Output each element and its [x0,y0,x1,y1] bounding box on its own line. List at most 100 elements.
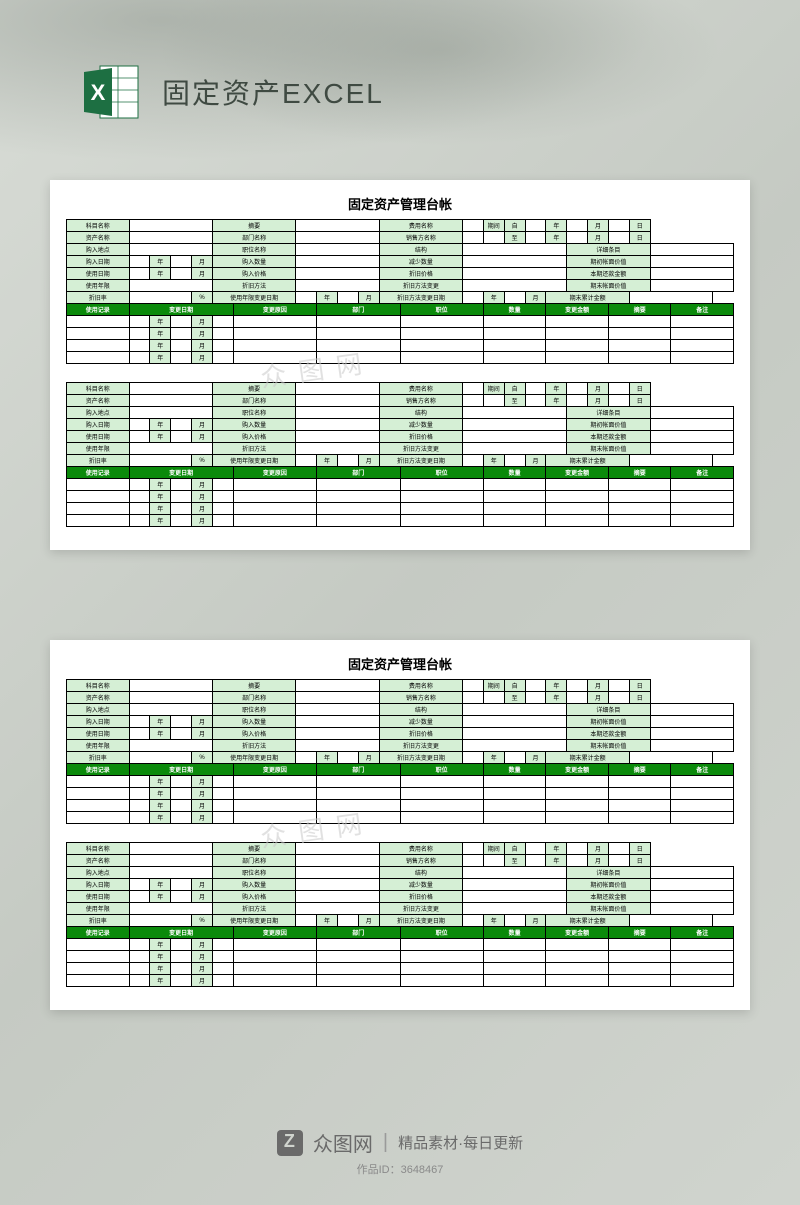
field-value [129,383,212,395]
field-value [129,515,150,527]
field-value [546,491,609,503]
field-value [129,867,212,879]
field-value [317,479,400,491]
field-value [525,692,546,704]
field-value [608,515,671,527]
field-value [296,431,379,443]
field-label: 月 [192,879,213,891]
field-label: 月 [525,752,546,764]
field-label: 月 [192,788,213,800]
field-value [525,395,546,407]
field-value [233,491,316,503]
field-value [129,800,150,812]
field-value [67,975,130,987]
field-value [296,728,379,740]
field-value [483,352,546,364]
field-value [67,812,130,824]
field-label: 年 [483,915,504,927]
field-value [317,939,400,951]
field-value [317,963,400,975]
field-label: 日 [629,232,650,244]
field-label: 月 [192,515,213,527]
field-value [400,800,483,812]
field-label: 折旧率 [67,455,130,467]
field-value [296,915,317,927]
field-value [483,232,504,244]
field-value [671,503,734,515]
field-value [129,256,150,268]
field-label: 年 [150,431,171,443]
field-label: 年 [546,843,567,855]
field-label: 销售方名称 [379,692,462,704]
field-label: 详细条目 [567,867,650,879]
field-value [171,788,192,800]
field-value [296,407,379,419]
field-label: 折旧方法变更 [379,903,462,915]
field-label: 期间 [483,383,504,395]
field-value [233,479,316,491]
field-value [67,515,130,527]
column-header: 使用记录 [67,764,130,776]
field-label: 日 [629,855,650,867]
field-value [212,963,233,975]
field-value [504,292,525,304]
column-header: 数量 [483,927,546,939]
field-value [650,280,733,292]
field-value [546,479,609,491]
field-value [129,328,150,340]
field-value [129,692,212,704]
field-value [67,788,130,800]
field-label: 折旧率 [67,915,130,927]
field-value [129,855,212,867]
field-value [317,975,400,987]
field-label: 期末帐面价值 [567,280,650,292]
field-value [608,680,629,692]
field-value [400,479,483,491]
field-label: 月 [192,800,213,812]
field-value [608,855,629,867]
field-value [317,340,400,352]
field-label: 科目名称 [67,843,130,855]
field-value [129,716,150,728]
field-value [463,268,567,280]
field-value [129,843,212,855]
field-label: 月 [588,395,609,407]
field-value [233,951,316,963]
field-value [317,776,400,788]
field-label: 使用日期 [67,891,130,903]
field-label: 月 [588,680,609,692]
field-value [546,340,609,352]
field-value [650,716,733,728]
field-value [171,800,192,812]
field-label: 月 [192,316,213,328]
field-value [212,800,233,812]
footer-logo-icon [277,1130,303,1156]
field-label: 年 [150,328,171,340]
field-value [608,776,671,788]
field-label: 结构 [379,407,462,419]
field-label: 减少数量 [379,879,462,891]
field-value [525,383,546,395]
column-header: 变更日期 [129,467,233,479]
field-value [546,328,609,340]
field-value [129,431,150,443]
field-value [671,951,734,963]
column-header: 部门 [317,304,400,316]
field-label: 部门名称 [212,232,295,244]
field-label: 职位名称 [212,244,295,256]
field-value [233,503,316,515]
field-value [67,328,130,340]
field-value [463,431,567,443]
field-value [212,776,233,788]
field-value [483,479,546,491]
column-header: 摘要 [608,927,671,939]
field-value [129,491,150,503]
field-value [608,220,629,232]
field-label: 月 [358,455,379,467]
field-label: 月 [192,891,213,903]
field-value [296,280,379,292]
field-label: 年 [483,752,504,764]
field-value [504,915,525,927]
field-label: 月 [192,503,213,515]
field-value [463,903,567,915]
